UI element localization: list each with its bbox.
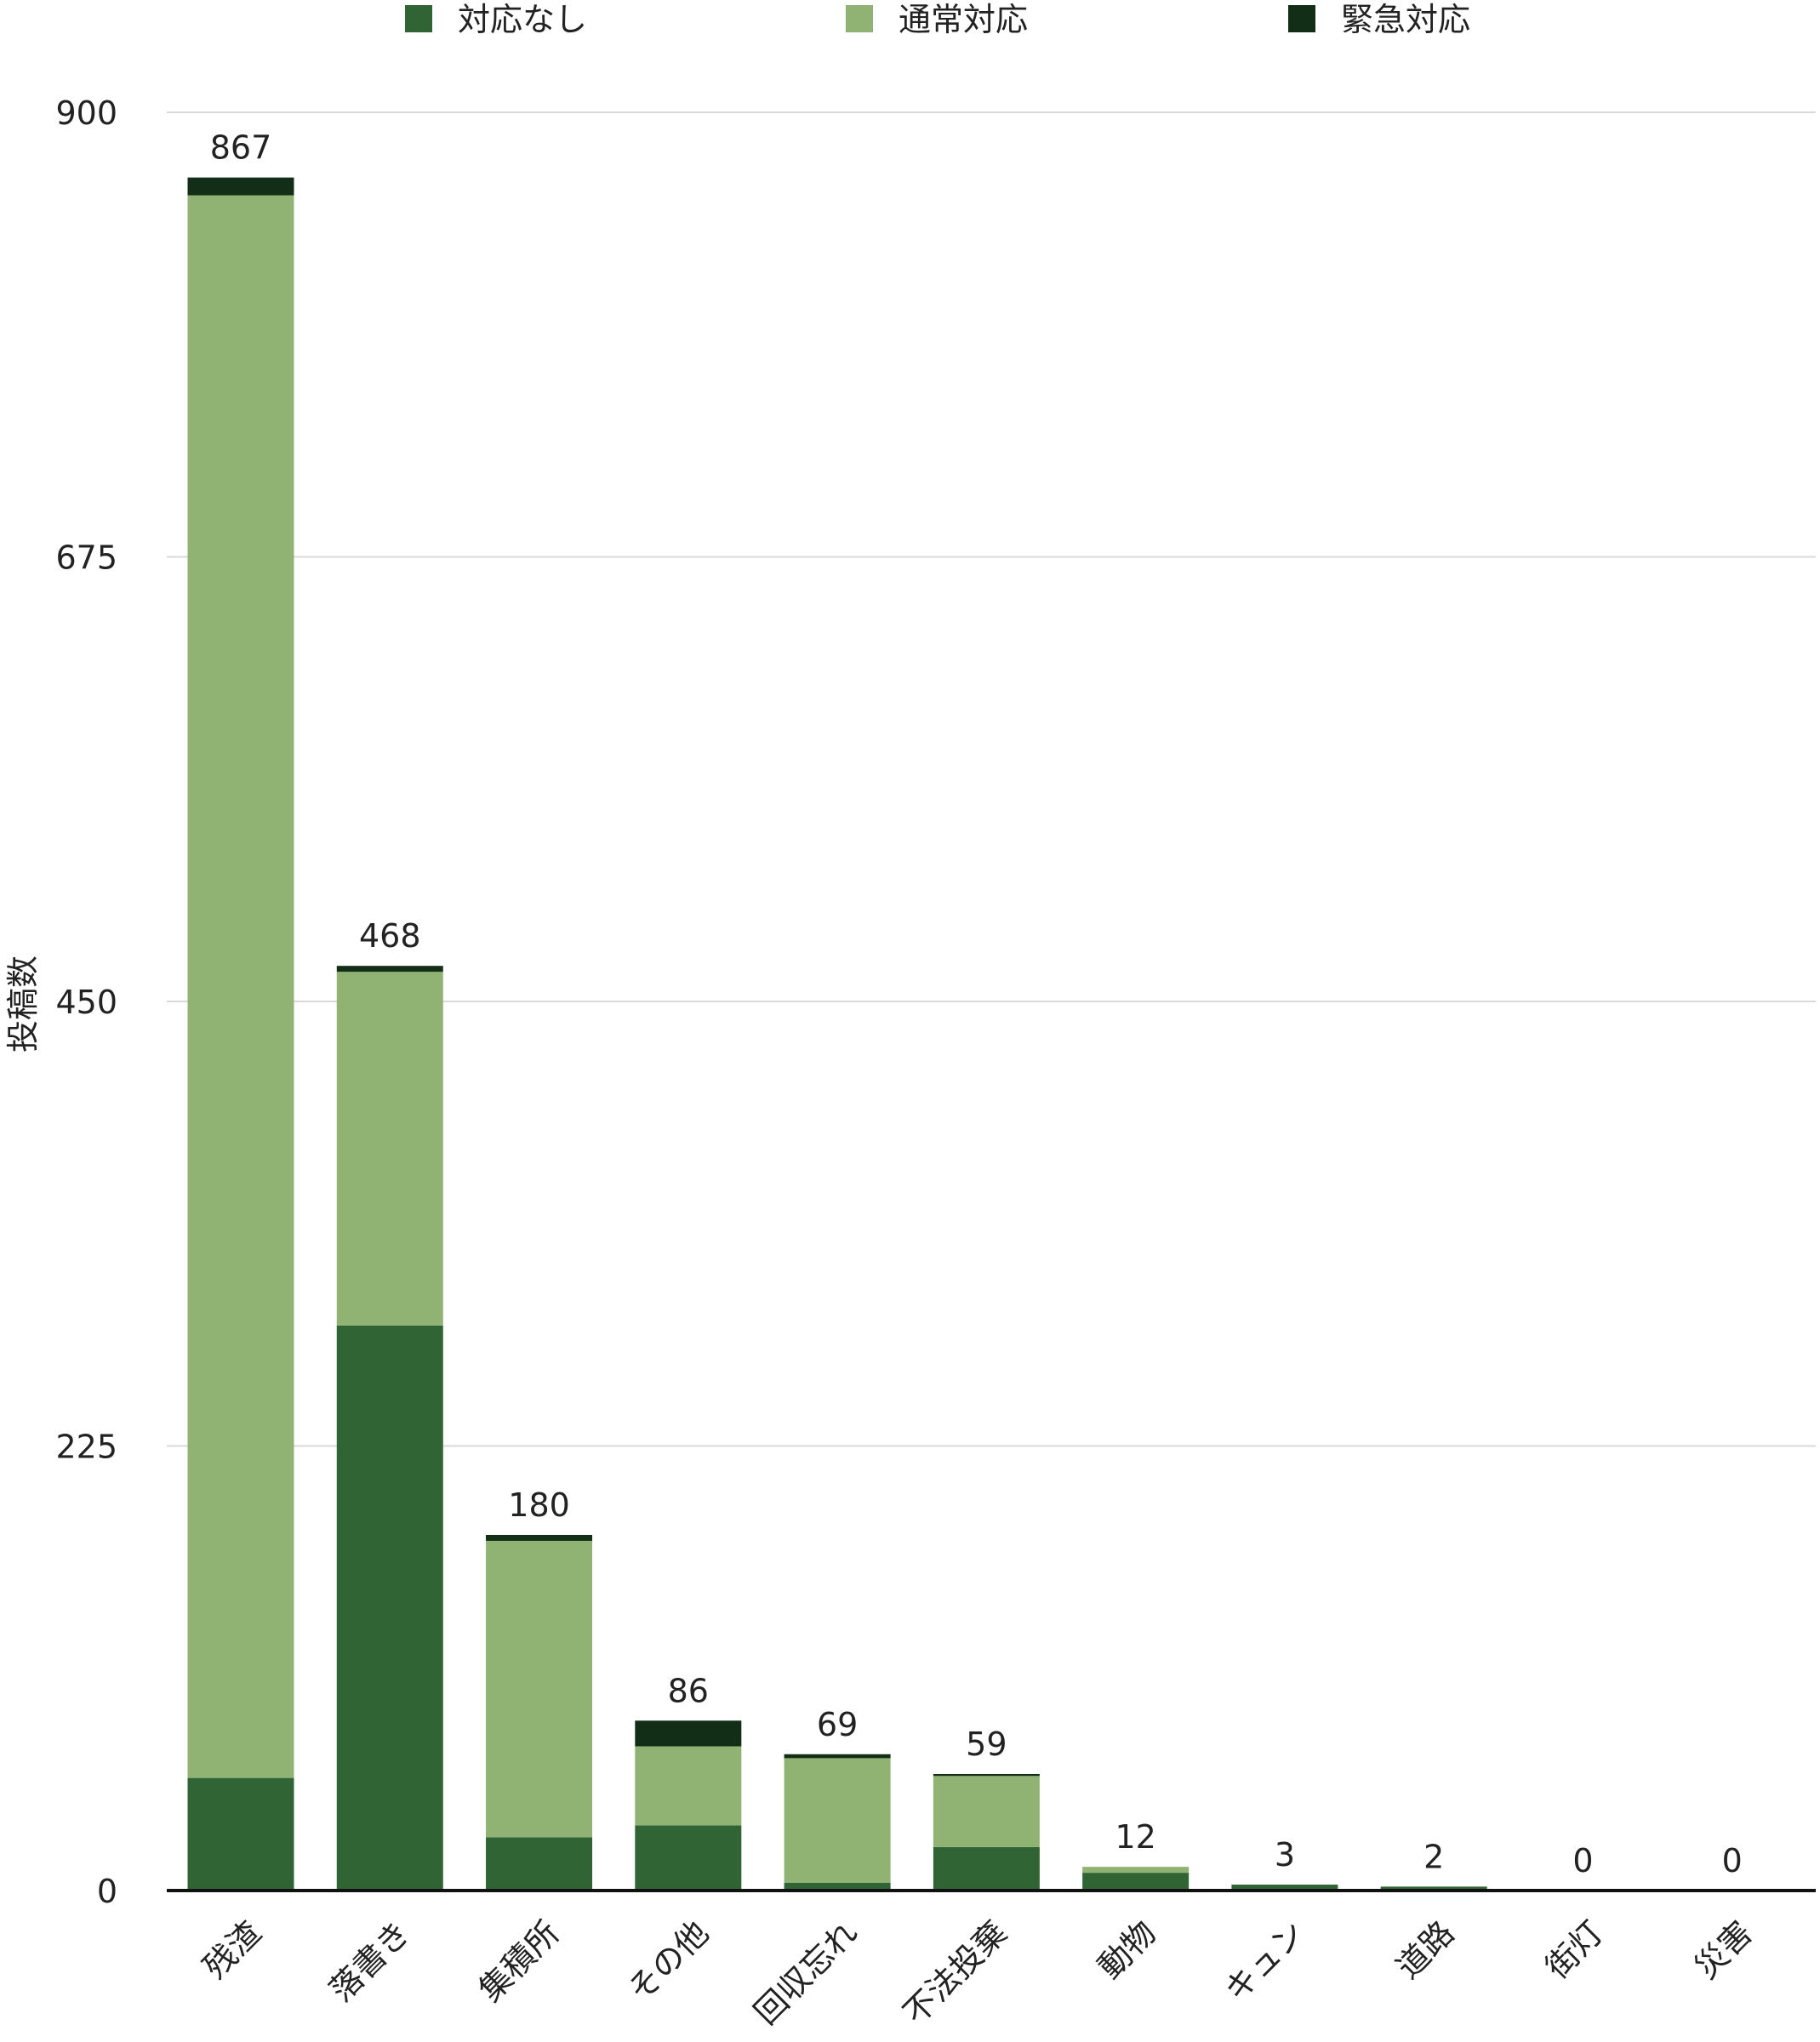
x-tick-label: 街灯 [1538, 1914, 1611, 1986]
bar-segment [784, 1754, 891, 1759]
legend-swatch [846, 5, 873, 32]
total-label: 180 [508, 1486, 570, 1524]
bar-segment [784, 1758, 891, 1883]
bar-segment [336, 966, 443, 973]
bar-segment [933, 1776, 1040, 1847]
bar-segment [635, 1746, 742, 1826]
bar-segment [187, 1777, 294, 1891]
bar-segment [784, 1882, 891, 1891]
bar-segment [1082, 1867, 1190, 1874]
y-axis-title: 投稿数 [4, 955, 42, 1052]
total-label: 867 [210, 129, 272, 167]
bar-segment [1380, 1886, 1487, 1891]
y-tick-label: 450 [55, 984, 117, 1021]
total-label: 2 [1423, 1838, 1444, 1875]
bar-segment [933, 1846, 1040, 1891]
y-tick-label: 0 [97, 1873, 117, 1910]
total-label: 468 [359, 917, 421, 955]
bars [187, 177, 1487, 1891]
bar-segment [635, 1720, 742, 1747]
bar-segment [486, 1540, 593, 1838]
x-tick-label: 動物 [1091, 1914, 1163, 1986]
bar-segment [486, 1837, 593, 1891]
legend: 対応なし 通常対応 緊急対応 [405, 1, 1470, 38]
x-tick-label: 道路 [1389, 1914, 1462, 1986]
bar-segment [1082, 1873, 1190, 1891]
bar-segment [933, 1773, 1040, 1777]
labels: 0 225 450 675 900 867 残渣 468 落書き 180 集積所 86 その他 69 回収忘… [55, 94, 1760, 2032]
x-tick-label: その他 [620, 1914, 716, 2009]
y-tick-label: 225 [55, 1429, 117, 1466]
x-tick-label: 回収忘れ [747, 1914, 865, 2032]
bar-segment [336, 972, 443, 1326]
legend-label: 対応なし [458, 1, 587, 38]
total-label: 3 [1275, 1836, 1295, 1874]
legend-label: 通常対応 [899, 1, 1028, 38]
total-label: 69 [817, 1706, 858, 1743]
x-tick-label: 落書き [322, 1914, 418, 2009]
x-tick-label: 不法投棄 [896, 1914, 1014, 2032]
total-label: 12 [1115, 1818, 1155, 1856]
total-label: 0 [1572, 1842, 1593, 1879]
bar-segment [635, 1825, 742, 1891]
x-tick-label: キュン [1218, 1914, 1313, 2009]
y-tick-label: 900 [55, 94, 117, 132]
y-tick-label: 675 [55, 539, 117, 577]
legend-swatch [1288, 5, 1315, 32]
total-label: 59 [966, 1725, 1007, 1763]
total-label: 0 [1722, 1842, 1743, 1879]
x-tick-label: 残渣 [197, 1914, 269, 1986]
bar-segment [336, 1325, 443, 1891]
bar-segment [1231, 1885, 1338, 1891]
bar-segment [187, 177, 294, 196]
legend-swatch [405, 5, 432, 32]
x-tick-label: 集積所 [471, 1914, 567, 2009]
x-tick-label: 災害 [1687, 1914, 1760, 1986]
total-label: 86 [668, 1672, 709, 1709]
bar-segment [486, 1535, 593, 1541]
bar-segment [187, 195, 294, 1778]
legend-label: 緊急対応 [1341, 1, 1470, 38]
